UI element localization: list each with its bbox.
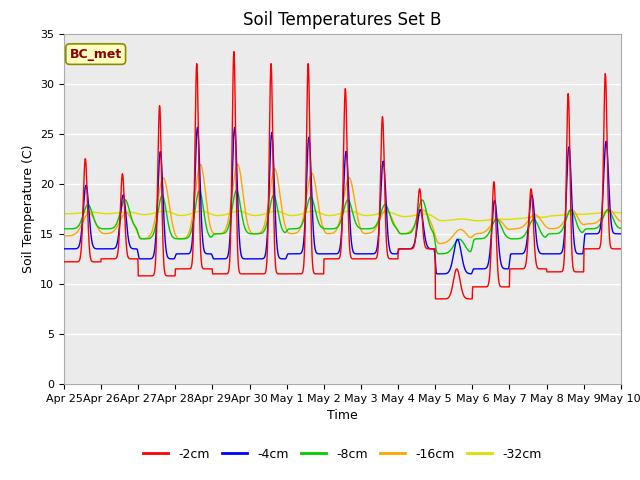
Text: BC_met: BC_met <box>70 48 122 60</box>
Y-axis label: Soil Temperature (C): Soil Temperature (C) <box>22 144 35 273</box>
Legend: -2cm, -4cm, -8cm, -16cm, -32cm: -2cm, -4cm, -8cm, -16cm, -32cm <box>138 443 547 466</box>
Title: Soil Temperatures Set B: Soil Temperatures Set B <box>243 11 442 29</box>
X-axis label: Time: Time <box>327 409 358 422</box>
